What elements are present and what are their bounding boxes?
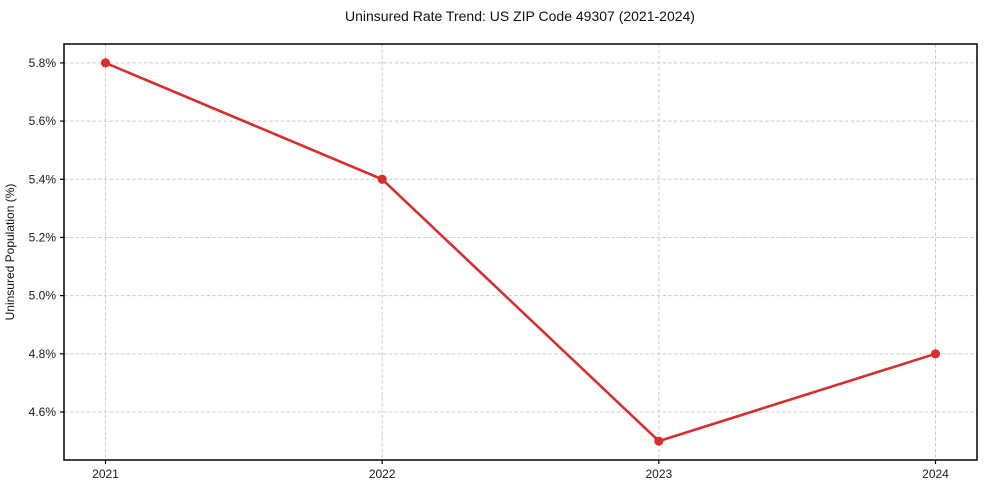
plot-border <box>63 43 978 461</box>
x-tick-label: 2024 <box>922 467 949 481</box>
data-point <box>654 436 664 446</box>
data-series <box>100 58 941 446</box>
grid-lines <box>64 44 977 460</box>
trend-line <box>104 61 937 443</box>
axes <box>63 43 978 461</box>
data-point <box>930 349 941 359</box>
data-point <box>100 58 111 68</box>
y-tick-label: 5.2% <box>29 230 57 244</box>
y-tick-label: 5.8% <box>29 56 57 70</box>
tick-labels: 2021 2022 2023 2024 4.6% 4.8% 5.0% 5.2% 5.4% 5.6%… <box>29 56 950 481</box>
y-tick-label: 5.4% <box>29 172 57 186</box>
x-tick-label: 2023 <box>645 467 672 481</box>
x-tick-label: 2022 <box>369 467 396 481</box>
y-tick-label: 5.0% <box>29 289 57 303</box>
y-tick-label: 4.8% <box>29 347 57 361</box>
chart-title: Uninsured Rate Trend: US ZIP Code 49307 … <box>345 8 695 24</box>
y-tick-label: 4.6% <box>29 405 57 419</box>
y-tick-label: 5.6% <box>29 114 57 128</box>
data-point <box>377 174 387 184</box>
y-axis-label: Uninsured Population (%) <box>3 184 17 321</box>
x-tick-label: 2021 <box>92 467 119 481</box>
